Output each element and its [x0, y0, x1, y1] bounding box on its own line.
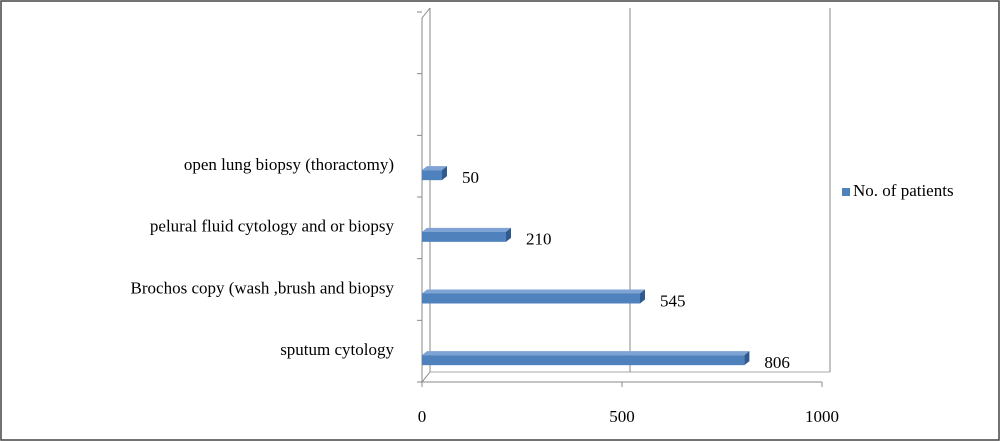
value-label: 50	[462, 168, 479, 187]
legend-swatch	[842, 188, 850, 196]
bar-face	[442, 166, 447, 181]
bar	[422, 289, 645, 304]
y-tick-label: pelural fluid cytology and or biopsy	[150, 217, 395, 236]
floor-edge	[421, 371, 431, 383]
bar-face	[422, 355, 745, 366]
x-tick-label: 500	[609, 407, 635, 426]
x-tick-label: 1000	[805, 407, 839, 426]
y-tick-label: Brochos copy (wash ,brush and biopsy	[131, 278, 395, 297]
bar	[422, 351, 750, 366]
x-tick-label: 0	[418, 407, 427, 426]
bar	[422, 227, 511, 242]
bar-face	[422, 166, 447, 171]
value-label: 545	[660, 291, 686, 310]
y-tick-label: sputum cytology	[280, 340, 394, 359]
bar-face	[422, 170, 442, 181]
bar-face	[422, 227, 511, 232]
bar-face	[422, 293, 640, 304]
bar-face	[744, 351, 750, 366]
bar-face	[422, 289, 645, 294]
legend-label: No. of patients	[853, 181, 954, 200]
y-tick-label: open lung biopsy (thoractomy)	[184, 155, 394, 174]
bar-face	[422, 231, 506, 242]
value-label: 210	[526, 230, 552, 249]
wall-edge	[421, 7, 431, 19]
bar-face	[506, 227, 511, 242]
bar-face	[422, 351, 750, 356]
bar	[422, 166, 447, 181]
bar-face	[640, 289, 645, 304]
value-label: 806	[764, 353, 790, 372]
